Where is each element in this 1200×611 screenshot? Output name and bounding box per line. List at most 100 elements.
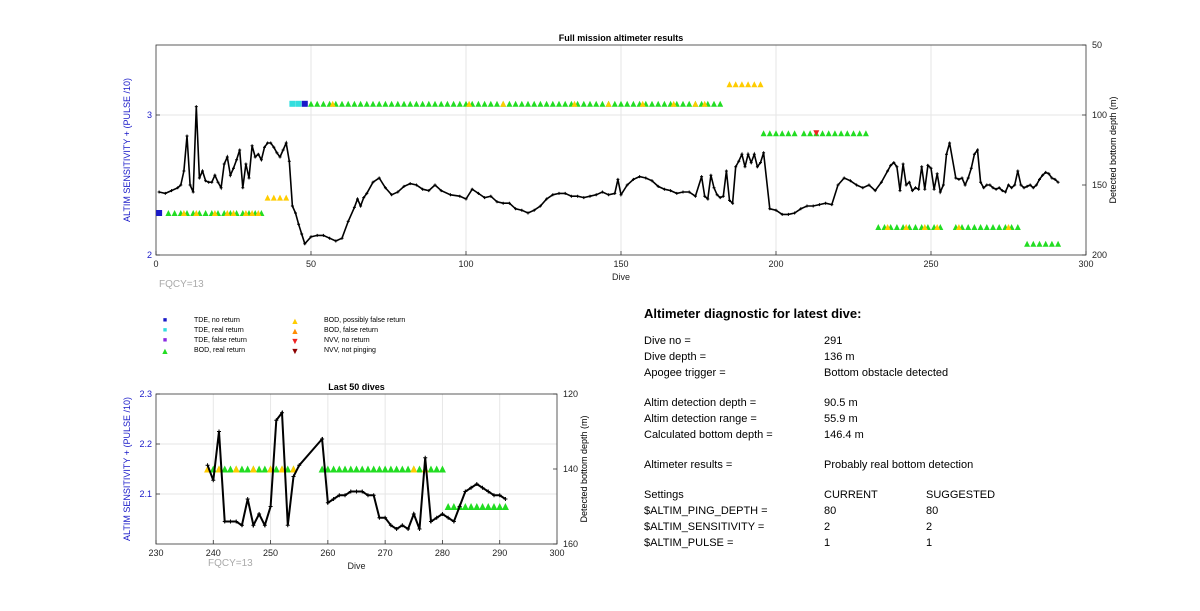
- full-marker: [531, 100, 538, 107]
- last-x-tick-label: 260: [320, 548, 335, 558]
- last-marker: [398, 465, 406, 473]
- last-bottom-depth-point: [423, 455, 428, 460]
- full-marker: [884, 224, 891, 230]
- last-marker-series: [204, 465, 297, 473]
- full-y-axis-label: ALTIM SENSITIVITY + (PULSE /10): [122, 78, 132, 222]
- full-marker: [407, 100, 414, 107]
- full-bottom-depth-point: [582, 196, 586, 200]
- full-bottom-depth-point: [762, 151, 766, 155]
- full-bottom-depth-point: [272, 145, 276, 149]
- full-marker: [655, 100, 662, 107]
- last-y2-tick-label: 160: [563, 539, 578, 549]
- full-bottom-depth-point: [256, 152, 260, 156]
- last-marker: [370, 465, 378, 473]
- full-bottom-depth-point: [969, 166, 973, 170]
- sensitivity-suggested: 2: [926, 521, 933, 533]
- full-bottom-depth-point: [994, 187, 998, 191]
- full-bottom-depth-point: [545, 197, 549, 201]
- full-marker: [370, 100, 376, 107]
- full-bottom-depth-point: [290, 204, 294, 208]
- full-bottom-depth-point: [929, 166, 933, 170]
- full-x-tick-label: 200: [768, 259, 783, 269]
- full-bottom-depth-point: [749, 161, 753, 165]
- full-bottom-depth-point: [985, 183, 989, 187]
- full-bottom-depth-point: [768, 207, 772, 211]
- full-marker: [224, 210, 231, 216]
- full-bottom-depth-point: [1038, 177, 1041, 181]
- full-bottom-depth-point: [362, 196, 366, 200]
- last-marker: [461, 503, 469, 510]
- last-marker: [501, 503, 509, 510]
- full-bottom-depth-point: [737, 159, 741, 163]
- full-bottom-depth-point: [724, 169, 728, 173]
- last-y2-axis-label: Detected bottom depth (m): [579, 415, 589, 522]
- full-bottom-depth-point: [920, 165, 924, 169]
- last-bottom-depth-point: [434, 515, 439, 520]
- full-bottom-depth-point: [941, 183, 945, 187]
- full-marker: [1055, 240, 1062, 247]
- full-bottom-depth-point: [225, 155, 229, 159]
- full-bottom-depth-point: [520, 208, 524, 212]
- last-bottom-depth-point: [474, 482, 479, 486]
- full-marker: [156, 210, 163, 216]
- full-bottom-depth-point: [297, 222, 301, 226]
- full-marker: [1030, 240, 1037, 247]
- last-bottom-depth-point: [268, 504, 273, 509]
- full-marker: [242, 210, 249, 216]
- full-bottom-depth-point: [1000, 189, 1004, 193]
- full-bottom-depth-point: [371, 180, 375, 184]
- full-bottom-depth-point: [244, 162, 248, 166]
- last-marker: [375, 465, 383, 473]
- full-marker: [456, 100, 463, 107]
- full-bottom-depth-point: [693, 194, 697, 198]
- full-bottom-depth-point: [780, 212, 784, 216]
- last-marker: [416, 465, 424, 473]
- full-bottom-depth-point: [281, 148, 285, 152]
- full-marker: [856, 130, 863, 137]
- full-bottom-depth-point: [309, 235, 313, 239]
- full-bottom-depth-point: [669, 189, 673, 193]
- full-bottom-depth-point: [938, 190, 942, 194]
- full-bottom-depth-point: [346, 219, 350, 223]
- pulse-label: $ALTIM_PULSE =: [644, 537, 734, 549]
- full-marker-series: [264, 194, 290, 201]
- full-bottom-depth-point: [855, 183, 859, 187]
- full-bottom-depth-point: [1022, 186, 1026, 190]
- full-bottom-depth-point: [817, 203, 821, 207]
- full-bottom-depth-point: [476, 191, 480, 195]
- altim-range-row: Altim detection range = 55.9 m: [644, 413, 1064, 429]
- full-marker: [314, 100, 321, 107]
- full-marker: [525, 100, 531, 107]
- last-marker-series: [318, 465, 446, 473]
- full-bottom-depth-point: [269, 141, 273, 145]
- full-bottom-depth-point: [907, 180, 911, 184]
- full-bottom-depth-point: [926, 163, 930, 167]
- full-bottom-depth-point: [588, 194, 592, 198]
- full-bottom-depth-point: [867, 183, 871, 187]
- full-marker: [965, 224, 972, 230]
- full-marker: [351, 100, 358, 107]
- full-marker: [1042, 240, 1049, 247]
- full-marker: [180, 210, 187, 216]
- full-marker: [481, 100, 488, 107]
- full-marker: [308, 100, 314, 107]
- full-marker: [800, 130, 807, 137]
- full-marker: [1024, 240, 1031, 247]
- legend-symbol-icon: ■: [162, 337, 168, 344]
- diagnostic-panel: Altimeter diagnostic for latest dive: Di…: [644, 306, 1064, 553]
- last-marker: [438, 465, 446, 473]
- last-bottom-depth-point: [274, 418, 279, 423]
- full-bottom-depth-point: [315, 233, 319, 237]
- full-marker: [249, 210, 256, 216]
- full-y2-tick-label: 50: [1092, 40, 1102, 50]
- full-marker: [382, 100, 389, 107]
- full-bottom-depth-point: [625, 183, 629, 187]
- full-bottom-depth-point: [263, 145, 266, 149]
- last-marker: [450, 503, 458, 510]
- full-bottom-depth-point: [600, 190, 604, 194]
- sensitivity-label: $ALTIM_SENSITIVITY =: [644, 521, 765, 533]
- legend-label: NVV, not pinging: [324, 347, 376, 354]
- full-bottom-depth-point: [892, 161, 896, 165]
- full-marker: [611, 100, 618, 107]
- full-bottom-depth-point: [706, 197, 710, 201]
